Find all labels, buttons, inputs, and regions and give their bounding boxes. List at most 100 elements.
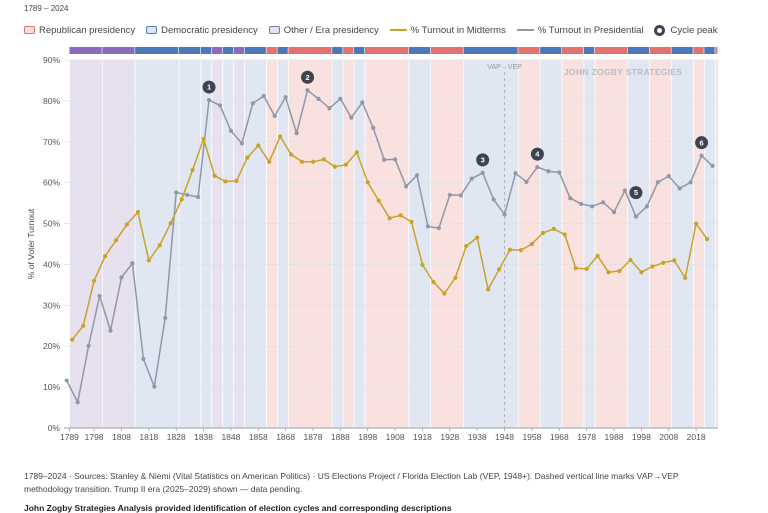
midterms-point (573, 266, 578, 271)
presidential-point (119, 275, 124, 280)
legend-label-democratic: Democratic presidency (161, 24, 258, 36)
presidency-bar-republican (715, 47, 718, 54)
x-tick-label: 1928 (440, 432, 459, 442)
midterms-point (486, 287, 491, 292)
midterms-point (278, 134, 283, 139)
x-tick-label: 1918 (413, 432, 432, 442)
presidency-bar-democratic (222, 47, 234, 54)
midterms-point (650, 264, 655, 269)
legend-item-midterms[interactable]: % Turnout in Midterms (389, 25, 506, 36)
presidential-point (338, 96, 343, 101)
legend-label-republican: Republican presidency (39, 24, 136, 36)
presidential-point (294, 131, 299, 136)
presidential-point (272, 113, 277, 119)
presidency-band-democratic (704, 60, 716, 428)
x-tick-label: 1978 (577, 432, 596, 442)
x-tick-label: 1988 (605, 432, 624, 442)
y-tick-label: 60% (43, 178, 60, 188)
presidential-point (600, 200, 606, 205)
presidential-point (557, 170, 562, 175)
presidential-point (622, 188, 628, 193)
cycle-peak-label: 3 (481, 155, 485, 164)
legend-item-republican[interactable]: Republican presidency (24, 25, 135, 36)
presidential-point (305, 88, 310, 93)
presidency-band-other (233, 60, 245, 428)
presidential-point (546, 169, 551, 174)
midterms-point (201, 136, 206, 142)
presidency-band-democratic (583, 60, 595, 428)
presidency-band-republican (649, 60, 672, 428)
midterms-point (113, 238, 119, 243)
presidential-point (371, 125, 376, 130)
midterms-point (661, 260, 666, 265)
legend-item-other[interactable]: Other / Era presidency (268, 25, 379, 36)
midterms-point (694, 221, 699, 226)
presidential-point (75, 400, 80, 405)
presidency-bar-other (69, 47, 102, 54)
presidential-point (710, 163, 715, 169)
midterms-point (595, 253, 600, 258)
midterms-line-swatch (389, 29, 407, 31)
midterms-point (453, 275, 458, 281)
legend-item-peak[interactable]: Cycle peak (654, 24, 718, 36)
presidential-point (228, 128, 234, 133)
annotations: VAP→VEP JOHN ZOGBY STRATEGIES (487, 64, 682, 428)
y-tick-label: 50% (43, 219, 60, 229)
axes: 0% 10% 20% 30% 40% 50% 60% 70% 80% 90% 1789 1798 180… (26, 55, 706, 442)
presidency-bar-democratic (332, 47, 343, 54)
midterms-point (332, 164, 338, 169)
presidency-bar-republican (343, 47, 354, 54)
y-tick-label: 0% (48, 423, 61, 433)
presidential-point (185, 192, 190, 198)
midterms-point (157, 243, 162, 248)
presidency-bar-republican (562, 47, 584, 54)
presidential-point (206, 97, 212, 103)
presidential-point (327, 106, 332, 111)
presidency-bands (69, 60, 718, 428)
y-tick-label: 70% (43, 137, 60, 147)
presidential-point (480, 170, 485, 175)
cycle-peak-icon (654, 24, 666, 36)
presidential-point (349, 115, 354, 120)
y-tick-label: 20% (43, 341, 60, 351)
midterms-point (507, 247, 513, 252)
presidency-band-other (69, 60, 103, 428)
cycle-peak-label: 5 (634, 188, 638, 197)
presidency-band-other (102, 60, 136, 428)
chart-credit: John Zogby Strategies Analysis provided … (24, 503, 452, 513)
midterms-point (124, 222, 130, 227)
presidency-bar-republican (266, 47, 277, 54)
presidency-bar-democratic (408, 47, 431, 54)
presidency-bar-republican (649, 47, 671, 54)
x-tick-label: 1948 (495, 432, 514, 442)
legend: Republican presidency Democratic preside… (24, 22, 728, 38)
presidency-band-republican (266, 60, 278, 428)
y-tick-label: 80% (43, 96, 60, 106)
midterms-point (310, 159, 316, 164)
presidential-point (393, 157, 398, 162)
x-tick-label: 1878 (304, 432, 323, 442)
presidential-point (677, 186, 682, 191)
midterms-point (146, 258, 151, 263)
x-tick-label: 1818 (139, 432, 158, 442)
midterms-point (289, 152, 294, 157)
presidency-band-democratic (200, 60, 212, 428)
legend-item-democratic[interactable]: Democratic presidency (146, 25, 258, 36)
presidential-point (141, 356, 146, 361)
cycle-peak-label: 2 (305, 73, 309, 82)
x-tick-label: 1798 (85, 432, 104, 442)
presidential-point (590, 204, 595, 209)
presidential-point (491, 197, 496, 202)
y-tick-label: 10% (43, 382, 60, 392)
watermark: JOHN ZOGBY STRATEGIES (564, 67, 682, 77)
presidential-point (382, 157, 387, 162)
presidential-point (108, 328, 113, 333)
presidential-point (217, 103, 223, 108)
presidency-bar-republican (365, 47, 409, 54)
y-tick-label: 90% (43, 55, 60, 65)
presidential-point (436, 225, 441, 231)
cycle-peak-marker (202, 80, 216, 94)
legend-item-presidential[interactable]: % Turnout in Presidential (516, 25, 643, 36)
legend-label-peak: Cycle peak (670, 24, 718, 36)
midterms-point (617, 268, 622, 274)
